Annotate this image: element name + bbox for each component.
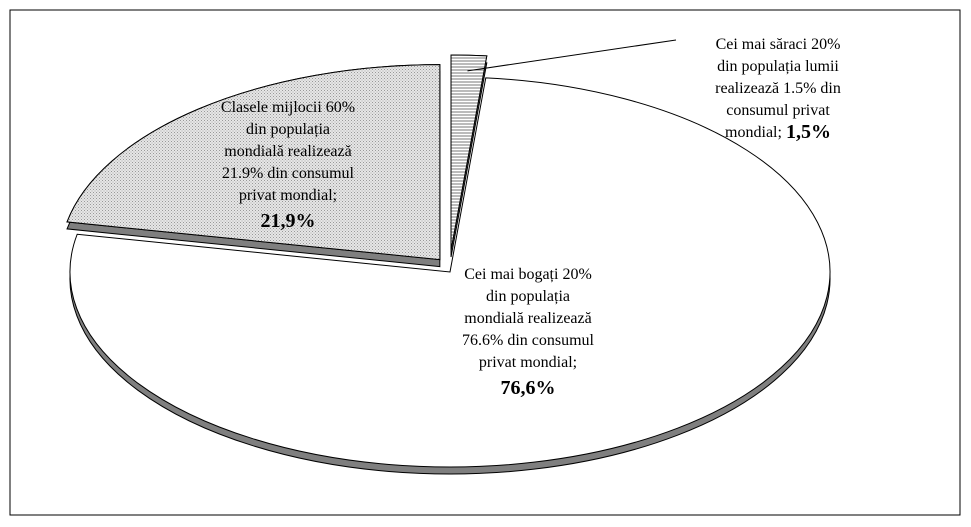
value-label: 76,6% [501,377,556,399]
label-line: mondială realizează [464,310,591,327]
label-line: din populația [246,121,330,138]
value-label: 1,5% [786,121,831,143]
label-line: Clasele mijlocii 60% [221,99,355,116]
label-line: Cei mai săraci 20% [716,36,841,53]
label-line: 21.9% din consumul [222,165,355,182]
chart-frame [9,9,961,516]
label-line: privat mondial; [239,187,337,204]
slice-label: Cei mai săraci 20% din populația lumii rea… [715,36,841,143]
label-line: consumul privat [726,102,830,119]
slice-label: Clasele mijlocii 60% din populația mondial… [221,99,355,232]
slice-texture [66,64,441,261]
label-line: din populația [486,288,570,305]
label-line: Cei mai bogați 20% [464,266,592,283]
slice-texture [450,54,488,251]
slice-label: Cei mai bogați 20% din populația mondială … [462,266,595,399]
slice [69,77,831,468]
leader-line [467,39,677,72]
value-label: 21,9% [261,210,316,232]
label-line: 76.6% din consumul [462,332,595,349]
label-line: mondială realizează [224,143,351,160]
label-line: din populația lumii [717,58,839,75]
label-line: mondial; [725,124,786,141]
label-line: privat mondial; [479,354,577,371]
label-line: realizează 1.5% din [715,80,841,97]
